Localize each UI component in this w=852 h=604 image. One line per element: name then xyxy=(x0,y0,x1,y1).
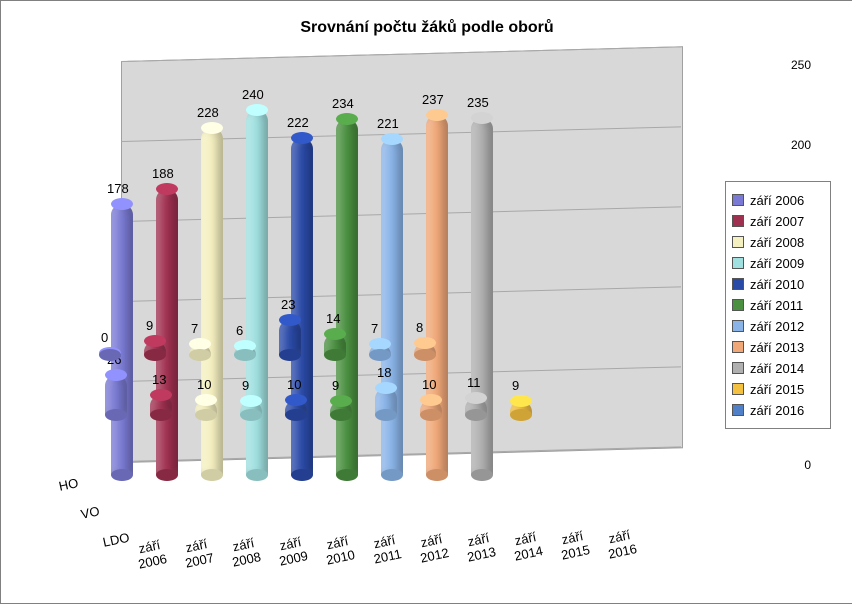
value-label: 0 xyxy=(101,330,108,345)
legend-swatch xyxy=(732,404,744,416)
cylinder: 6 xyxy=(234,61,256,453)
cylinder: 7 xyxy=(189,61,211,453)
legend-swatch xyxy=(732,194,744,206)
series-label: září2012 xyxy=(408,529,457,567)
cylinder: 23 xyxy=(279,61,301,453)
legend-swatch xyxy=(732,278,744,290)
value-label: 8 xyxy=(416,320,423,335)
legend-item: září 2012 xyxy=(732,317,824,335)
cylinder: 8 xyxy=(414,61,436,453)
series-label: září2015 xyxy=(549,526,598,564)
legend-swatch xyxy=(732,299,744,311)
legend-item: září 2010 xyxy=(732,275,824,293)
legend-item: září 2009 xyxy=(732,254,824,272)
legend-swatch xyxy=(732,383,744,395)
value-label: 7 xyxy=(371,321,378,336)
cylinder: 14 xyxy=(324,61,346,453)
y-tick-label: 250 xyxy=(791,58,811,72)
series-label: září2011 xyxy=(361,530,410,568)
legend-item: září 2015 xyxy=(732,380,824,398)
legend-swatch xyxy=(732,257,744,269)
category-label: HO xyxy=(57,475,79,494)
legend-label: září 2010 xyxy=(750,277,804,292)
value-label: 23 xyxy=(281,297,295,312)
legend-swatch xyxy=(732,362,744,374)
legend-label: září 2006 xyxy=(750,193,804,208)
series-label: září2007 xyxy=(173,534,222,572)
chart-title: Srovnání počtu žáků podle oborů xyxy=(1,19,852,37)
cylinder xyxy=(459,61,481,453)
plot-area: 050100150200250 178260188139228107240962… xyxy=(41,61,681,551)
value-label: 7 xyxy=(191,321,198,336)
legend-item: září 2007 xyxy=(732,212,824,230)
legend-item: září 2013 xyxy=(732,338,824,356)
legend-item: září 2006 xyxy=(732,191,824,209)
cylinder xyxy=(549,61,571,453)
legend-label: září 2009 xyxy=(750,256,804,271)
value-label: 6 xyxy=(236,323,243,338)
legend-swatch xyxy=(732,320,744,332)
category-label: VO xyxy=(79,503,101,522)
cylinder: 7 xyxy=(369,61,391,453)
series-label: září2008 xyxy=(220,533,269,571)
series-label: září2009 xyxy=(267,532,316,570)
cylinder: 9 xyxy=(144,61,166,453)
legend-swatch xyxy=(732,341,744,353)
series-label: září2016 xyxy=(596,525,645,563)
y-tick-label: 0 xyxy=(804,458,811,472)
legend-label: září 2012 xyxy=(750,319,804,334)
legend-item: září 2008 xyxy=(732,233,824,251)
legend-label: září 2015 xyxy=(750,382,804,397)
cylinder: 0 xyxy=(99,61,121,453)
series-label: září2010 xyxy=(314,531,363,569)
series-label: září2006 xyxy=(126,535,175,573)
value-label: 9 xyxy=(146,318,153,333)
series-label: září2014 xyxy=(502,527,551,565)
chart-container: Srovnání počtu žáků podle oborů 05010015… xyxy=(0,0,852,604)
legend-label: září 2013 xyxy=(750,340,804,355)
legend-label: září 2016 xyxy=(750,403,804,418)
y-tick-label: 200 xyxy=(791,138,811,152)
legend-item: září 2016 xyxy=(732,401,824,419)
value-label: 14 xyxy=(326,311,340,326)
legend-label: září 2008 xyxy=(750,235,804,250)
legend-swatch xyxy=(732,236,744,248)
legend-label: září 2014 xyxy=(750,361,804,376)
legend-label: září 2011 xyxy=(750,298,803,313)
legend-item: září 2014 xyxy=(732,359,824,377)
cylinder xyxy=(504,61,526,453)
legend-swatch xyxy=(732,215,744,227)
legend-label: září 2007 xyxy=(750,214,804,229)
legend: září 2006 září 2007 září 2008 září 2009 září… xyxy=(725,181,831,429)
series-label: září2013 xyxy=(455,528,504,566)
legend-item: září 2011 xyxy=(732,296,824,314)
